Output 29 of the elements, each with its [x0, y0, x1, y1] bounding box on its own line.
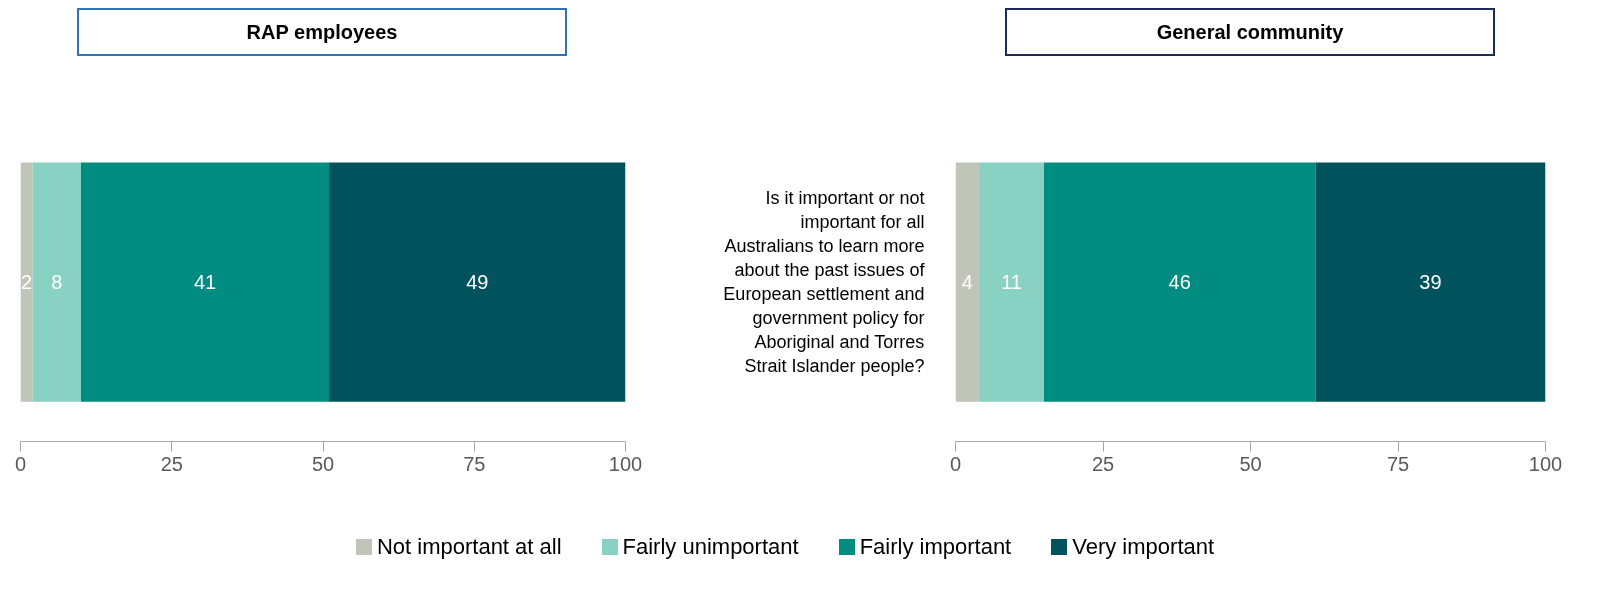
x-tick-label: 75	[1386, 452, 1410, 475]
x-tick-label: 75	[463, 452, 486, 475]
data-label: 41	[193, 271, 217, 293]
x-tick-label: 100	[1528, 452, 1563, 475]
legend-label: Not important at all	[375, 533, 562, 561]
chart-title: General community	[1156, 20, 1344, 45]
data-label: 11	[1001, 271, 1022, 293]
data-label: 39	[1419, 271, 1442, 293]
x-tick-label: 50	[1239, 452, 1262, 475]
data-label: 4	[961, 271, 973, 293]
bar	[979, 162, 1044, 402]
x-tick-label: 100	[608, 452, 643, 475]
x-tick-label: 25	[1091, 452, 1115, 475]
data-label: 2	[20, 271, 33, 293]
legend-label: Fairly unimportant	[621, 533, 799, 561]
x-tick-label: 0	[949, 452, 962, 475]
bar	[32, 162, 81, 402]
x-tick-label: 25	[160, 452, 183, 475]
legend-label: Very important	[1071, 533, 1215, 561]
bar	[955, 162, 980, 402]
chart-title: RAP employees	[246, 20, 398, 45]
x-tick-label: 50	[311, 452, 335, 475]
y-tick-label: Is it important or not important for all Australians to learn more about the past issues of European settlement and government policy for Aboriginal and Torres Strait Islander people?	[723, 188, 926, 376]
legend-label: Fairly important	[858, 533, 1012, 561]
bar	[20, 162, 33, 402]
data-label: 49	[466, 271, 489, 293]
x-tick-label: 0	[14, 452, 27, 475]
data-label: 46	[1168, 271, 1191, 293]
data-label: 8	[51, 271, 63, 293]
